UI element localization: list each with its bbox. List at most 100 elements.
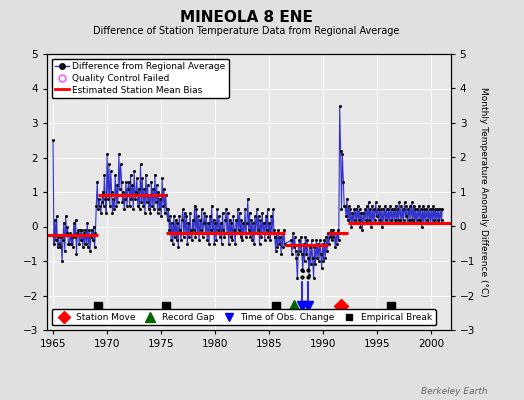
Point — [103, 151, 111, 157]
Point — [235, 227, 243, 233]
Point — [80, 240, 89, 247]
Point — [187, 227, 195, 233]
Point — [59, 237, 67, 244]
Point — [427, 220, 435, 226]
Point — [100, 172, 108, 178]
Point — [307, 261, 315, 268]
Point — [438, 206, 446, 212]
Point — [189, 216, 197, 223]
Point — [221, 216, 230, 223]
Point — [384, 206, 392, 212]
Point — [80, 230, 88, 236]
Point — [419, 220, 428, 226]
Point — [52, 213, 61, 219]
Point — [128, 182, 137, 188]
Point — [267, 213, 276, 219]
Point — [177, 237, 185, 244]
Point — [188, 237, 196, 244]
Point — [241, 206, 249, 212]
Point — [195, 237, 203, 244]
Point — [82, 240, 91, 247]
Point — [387, 216, 395, 223]
Point — [408, 199, 416, 206]
Point — [158, 175, 166, 181]
Point — [58, 258, 66, 264]
Point — [410, 220, 419, 226]
Point — [315, 237, 324, 244]
Point — [101, 196, 110, 202]
Point — [237, 216, 246, 223]
Point — [51, 237, 60, 244]
Point — [70, 220, 78, 226]
Point — [316, 251, 325, 257]
Point — [219, 210, 227, 216]
Point — [435, 220, 444, 226]
Point — [91, 230, 100, 236]
Point — [243, 220, 251, 226]
Point — [66, 230, 74, 236]
Point — [375, 202, 384, 209]
Point — [193, 230, 202, 236]
Point — [123, 202, 131, 209]
Point — [210, 240, 219, 247]
Point — [97, 199, 106, 206]
Point — [304, 254, 312, 261]
Point — [161, 192, 170, 199]
Point — [229, 213, 237, 219]
Point — [224, 210, 232, 216]
Point — [274, 227, 282, 233]
Point — [323, 248, 331, 254]
Point — [174, 244, 182, 250]
Point — [296, 248, 304, 254]
Point — [413, 206, 421, 212]
Point — [212, 237, 221, 244]
Point — [366, 206, 375, 212]
Point — [94, 206, 102, 212]
Point — [184, 220, 192, 226]
Point — [151, 199, 160, 206]
Point — [129, 206, 137, 212]
Point — [399, 206, 407, 212]
Point — [67, 240, 75, 247]
Point — [180, 210, 189, 216]
Point — [164, 206, 172, 212]
Point — [326, 227, 335, 233]
Point — [92, 202, 101, 209]
Point — [436, 206, 445, 212]
Point — [247, 216, 256, 223]
Point — [190, 202, 199, 209]
Point — [165, 227, 173, 233]
Point — [344, 216, 352, 223]
Point — [428, 206, 436, 212]
Point — [417, 206, 425, 212]
Point — [421, 220, 430, 226]
Point — [318, 265, 326, 271]
Point — [68, 234, 76, 240]
Point — [350, 206, 358, 212]
Point — [190, 227, 198, 233]
Point — [205, 213, 214, 219]
Point — [299, 268, 307, 274]
Point — [141, 210, 149, 216]
Point — [244, 196, 252, 202]
Point — [232, 216, 240, 223]
Point — [154, 210, 162, 216]
Point — [219, 227, 227, 233]
Point — [418, 223, 426, 230]
Point — [118, 199, 127, 206]
Point — [85, 227, 93, 233]
Point — [113, 182, 121, 188]
Point — [148, 202, 156, 209]
Point — [86, 234, 95, 240]
Point — [149, 185, 157, 192]
Point — [301, 234, 310, 240]
Point — [264, 206, 272, 212]
Point — [289, 244, 298, 250]
Point — [79, 244, 87, 250]
Point — [419, 202, 427, 209]
Point — [429, 220, 437, 226]
Point — [332, 230, 340, 236]
Point — [213, 206, 221, 212]
Point — [388, 206, 396, 212]
Point — [246, 234, 255, 240]
